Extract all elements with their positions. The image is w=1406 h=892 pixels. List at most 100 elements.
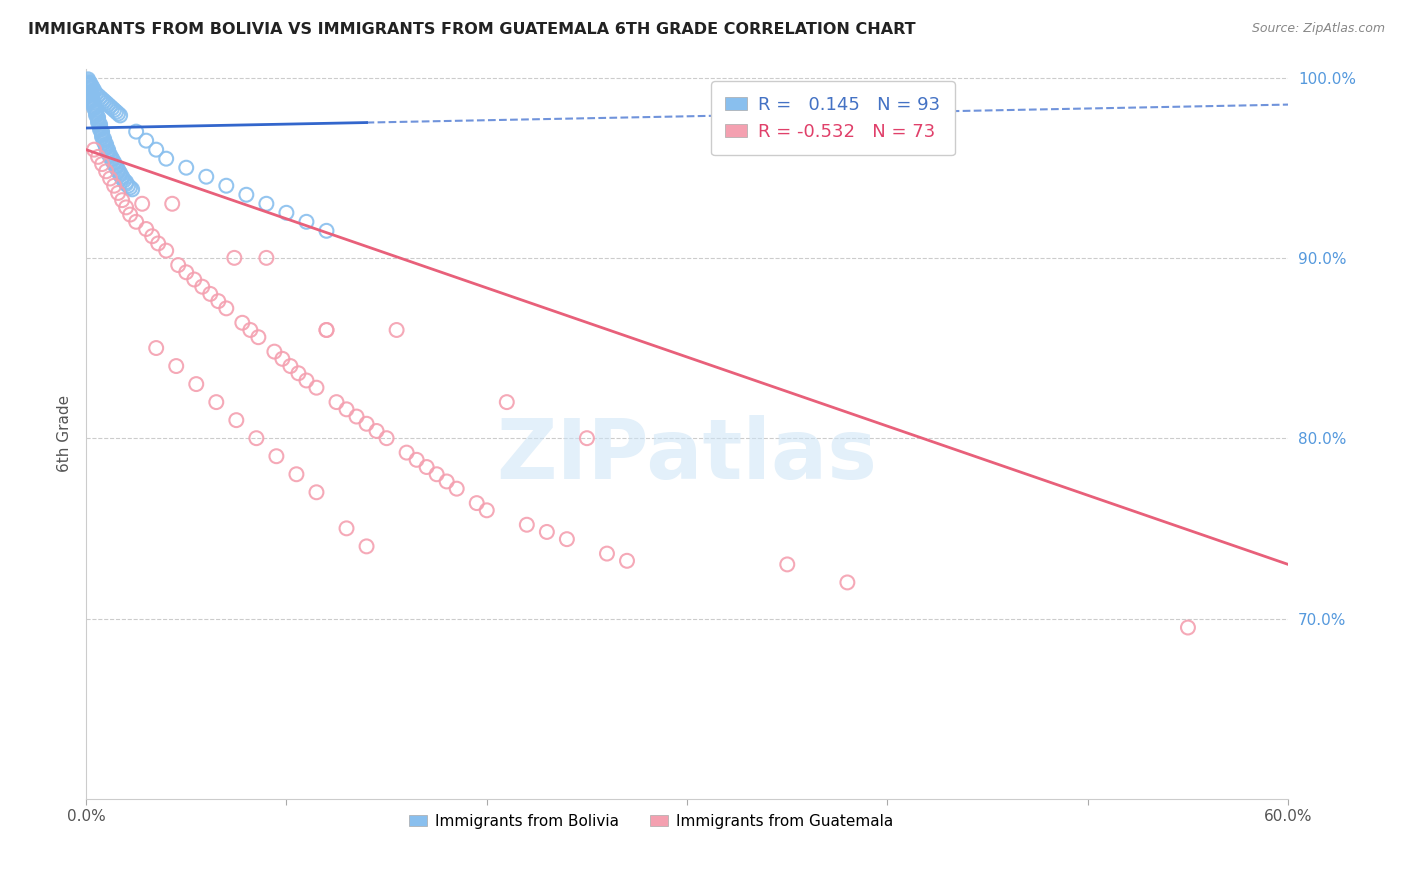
Point [555, 532, 578, 546]
Point [79, 76, 101, 90]
Point [205, 395, 228, 409]
Point [111, 169, 134, 184]
Point [108, 108, 131, 122]
Point [80, 92, 103, 106]
Point [183, 272, 205, 286]
Point [305, 485, 328, 500]
Point [93, 132, 115, 146]
Point [375, 431, 398, 445]
Point [191, 279, 214, 293]
Point [108, 166, 131, 180]
Point [141, 229, 163, 244]
Point [596, 547, 619, 561]
Point [186, 377, 208, 392]
Point [516, 517, 538, 532]
Point [148, 236, 170, 251]
Point [117, 178, 139, 193]
Point [325, 395, 347, 409]
Y-axis label: 6th Grade: 6th Grade [58, 395, 72, 472]
Point [94, 139, 117, 153]
Point [97, 145, 120, 159]
Point [103, 155, 125, 169]
Point [83, 85, 105, 99]
Point [280, 359, 302, 373]
Text: Source: ZipAtlas.com: Source: ZipAtlas.com [1251, 22, 1385, 36]
Point [79, 81, 101, 95]
Point [83, 101, 105, 115]
Point [335, 402, 357, 417]
Point [215, 301, 238, 316]
Point [295, 374, 318, 388]
Point [225, 413, 247, 427]
Point [107, 162, 129, 177]
Point [254, 251, 277, 265]
Point [89, 90, 111, 104]
Point [98, 148, 121, 162]
Point [87, 112, 110, 126]
Point [195, 169, 218, 184]
Point [84, 103, 107, 117]
Point [77, 74, 100, 88]
Point [83, 95, 105, 110]
Point [1177, 620, 1199, 634]
Point [107, 186, 129, 200]
Point [93, 134, 115, 148]
Point [80, 81, 103, 95]
Point [87, 113, 110, 128]
Point [315, 323, 337, 337]
Point [91, 127, 114, 141]
Point [98, 150, 121, 164]
Point [79, 85, 101, 99]
Point [115, 200, 138, 214]
Point [87, 110, 110, 124]
Point [84, 104, 107, 119]
Point [91, 128, 114, 143]
Point [83, 83, 105, 97]
Point [94, 95, 117, 110]
Point [101, 152, 124, 166]
Point [80, 79, 103, 94]
Point [231, 316, 253, 330]
Point [395, 445, 418, 459]
Point [77, 72, 100, 87]
Point [108, 168, 131, 182]
Point [495, 395, 517, 409]
Point [97, 143, 120, 157]
Point [103, 157, 125, 171]
Point [101, 101, 124, 115]
Point [89, 123, 111, 137]
Point [536, 524, 558, 539]
Point [356, 540, 378, 554]
Point [77, 78, 100, 92]
Point [111, 193, 134, 207]
Point [111, 171, 134, 186]
Point [87, 115, 110, 129]
Point [135, 222, 157, 236]
Point [271, 351, 294, 366]
Point [155, 244, 177, 258]
Point [200, 287, 222, 301]
Point [91, 92, 114, 106]
Text: ZIPatlas: ZIPatlas [496, 415, 877, 496]
Point [80, 88, 103, 103]
Point [245, 431, 267, 445]
Point [837, 575, 859, 590]
Point [84, 108, 107, 122]
Point [84, 87, 107, 101]
Point [616, 554, 638, 568]
Point [315, 224, 337, 238]
Point [79, 79, 101, 94]
Point [97, 97, 120, 112]
Point [77, 76, 100, 90]
Point [405, 452, 427, 467]
Point [120, 208, 142, 222]
Point [105, 159, 128, 173]
Point [167, 258, 190, 272]
Point [79, 78, 101, 92]
Point [346, 409, 368, 424]
Point [174, 161, 197, 175]
Point [215, 178, 238, 193]
Point [83, 97, 105, 112]
Point [415, 460, 437, 475]
Point [287, 366, 309, 380]
